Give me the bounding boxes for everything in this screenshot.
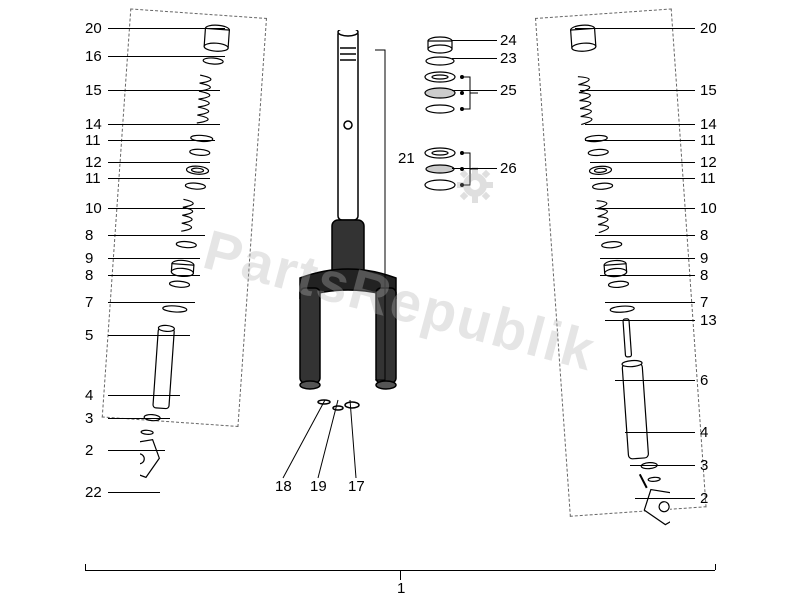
callout-16: 16 xyxy=(85,48,102,65)
callout-15: 15 xyxy=(85,82,102,99)
left-fork-assembly xyxy=(140,20,260,510)
leader-line xyxy=(605,302,695,303)
callout-14: 14 xyxy=(700,116,717,133)
leader-line xyxy=(600,258,695,259)
callout-14: 14 xyxy=(85,116,102,133)
callout-20: 20 xyxy=(85,20,102,37)
leader-line xyxy=(108,178,210,179)
leader-line xyxy=(108,28,225,29)
leader-line xyxy=(108,335,190,336)
callout-5: 5 xyxy=(85,327,93,344)
callout-2: 2 xyxy=(85,442,93,459)
callout-3: 3 xyxy=(85,410,93,427)
callout-10: 10 xyxy=(700,200,717,217)
leader-line xyxy=(108,124,220,125)
callout-8: 8 xyxy=(85,267,93,284)
right-fork-assembly xyxy=(540,20,670,540)
leader-line xyxy=(108,492,160,493)
callout-17: 17 xyxy=(348,478,365,495)
callout-11: 11 xyxy=(700,132,716,149)
callout-15: 15 xyxy=(700,82,717,99)
callout-25: 25 xyxy=(500,82,517,99)
leader-line xyxy=(625,432,695,433)
steering-tube-yoke xyxy=(280,30,420,420)
leader-line xyxy=(108,56,225,57)
leader-line xyxy=(600,275,695,276)
callout-9: 9 xyxy=(85,250,93,267)
leader-line xyxy=(452,40,497,41)
callout-4: 4 xyxy=(700,424,708,441)
callout-1: 1 xyxy=(397,580,405,597)
leader-line xyxy=(108,302,195,303)
leader-line xyxy=(108,140,215,141)
leader-line xyxy=(615,380,695,381)
leader-line xyxy=(605,320,695,321)
callout-6: 6 xyxy=(700,372,708,389)
callout-23: 23 xyxy=(500,50,517,67)
baseline-tick-right xyxy=(715,564,716,570)
leader-line xyxy=(585,140,695,141)
callout-24: 24 xyxy=(500,32,517,49)
callout-21: 21 xyxy=(398,150,415,167)
leader-line xyxy=(108,235,205,236)
callout-13: 13 xyxy=(700,312,717,329)
leader-line xyxy=(630,465,695,466)
leader-line xyxy=(108,450,165,451)
callout-10: 10 xyxy=(85,200,102,217)
leader-line xyxy=(590,178,695,179)
leader-line xyxy=(452,58,497,59)
leader-line xyxy=(108,395,180,396)
callout-12: 12 xyxy=(85,154,102,171)
callout-7: 7 xyxy=(700,294,708,311)
parts-diagram: PartsRepublik 1 201615141112111089875432… xyxy=(0,0,800,600)
callout-7: 7 xyxy=(85,294,93,311)
callout-8: 8 xyxy=(700,267,708,284)
callout-20: 20 xyxy=(700,20,717,37)
callout-2: 2 xyxy=(700,490,708,507)
callout-4: 4 xyxy=(85,387,93,404)
leader-line xyxy=(108,275,200,276)
callout-9: 9 xyxy=(700,250,708,267)
callout-3: 3 xyxy=(700,457,708,474)
callout-11: 11 xyxy=(85,170,101,187)
leader-line xyxy=(108,162,210,163)
callout-8: 8 xyxy=(700,227,708,244)
leader-line xyxy=(108,208,205,209)
leader-line xyxy=(590,162,695,163)
leader-line xyxy=(108,418,170,419)
leader-line xyxy=(108,258,200,259)
baseline-drop xyxy=(400,570,401,580)
leader-line xyxy=(595,208,695,209)
leader-line xyxy=(452,168,497,169)
callout-11: 11 xyxy=(700,170,716,187)
leader-line xyxy=(452,90,497,91)
leader-line xyxy=(595,235,695,236)
bearing-stack xyxy=(410,35,490,235)
callout-11: 11 xyxy=(85,132,101,149)
watermark-gear-icon xyxy=(455,165,495,205)
callout-19: 19 xyxy=(310,478,327,495)
baseline-tick-left xyxy=(85,564,86,570)
leader-line xyxy=(108,90,220,91)
callout-18: 18 xyxy=(275,478,292,495)
leader-line xyxy=(580,90,695,91)
callout-26: 26 xyxy=(500,160,517,177)
callout-22: 22 xyxy=(85,484,102,501)
callout-12: 12 xyxy=(700,154,717,171)
leader-line xyxy=(575,28,695,29)
callout-8: 8 xyxy=(85,227,93,244)
leader-line xyxy=(585,124,695,125)
leader-line xyxy=(635,498,695,499)
